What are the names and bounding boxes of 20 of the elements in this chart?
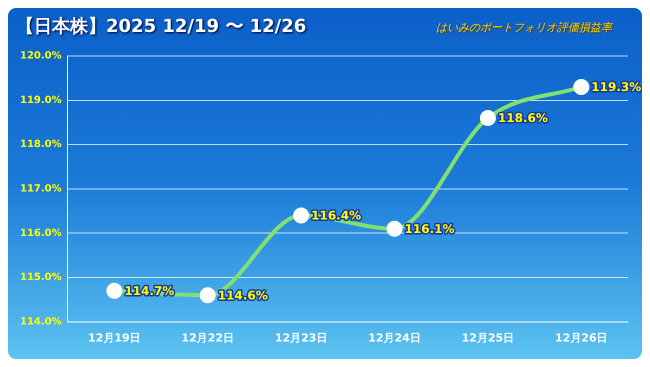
data-label: 119.3% xyxy=(591,80,642,94)
y-tick-label: 119.0% xyxy=(20,94,62,106)
x-tick-label: 12月19日 xyxy=(88,331,141,344)
y-tick-label: 118.0% xyxy=(20,139,62,150)
x-tick-label: 12月23日 xyxy=(274,331,328,344)
x-tick-label: 12月22日 xyxy=(181,331,234,344)
y-tick-label: 115.0% xyxy=(20,272,62,284)
data-label: 116.4% xyxy=(311,208,362,223)
chart-subtitle: はいみのポートフォリオ評価損益率 xyxy=(436,20,612,35)
x-tick-label: 12月26日 xyxy=(554,331,608,344)
y-tick-label: 117.0% xyxy=(20,183,62,194)
data-label: 114.6% xyxy=(218,288,268,302)
x-tick-label: 12月24日 xyxy=(368,331,421,344)
chart-title: 【日本株】2025 12/19 〜 12/26 xyxy=(16,15,306,38)
y-tick-label: 114.0% xyxy=(20,316,62,328)
data-label: 116.1% xyxy=(404,222,455,236)
y-tick-label: 116.0% xyxy=(20,228,62,239)
y-tick-label: 120.0% xyxy=(20,50,62,62)
data-label: 118.6% xyxy=(498,111,548,126)
x-tick-label: 12月25日 xyxy=(462,331,514,344)
